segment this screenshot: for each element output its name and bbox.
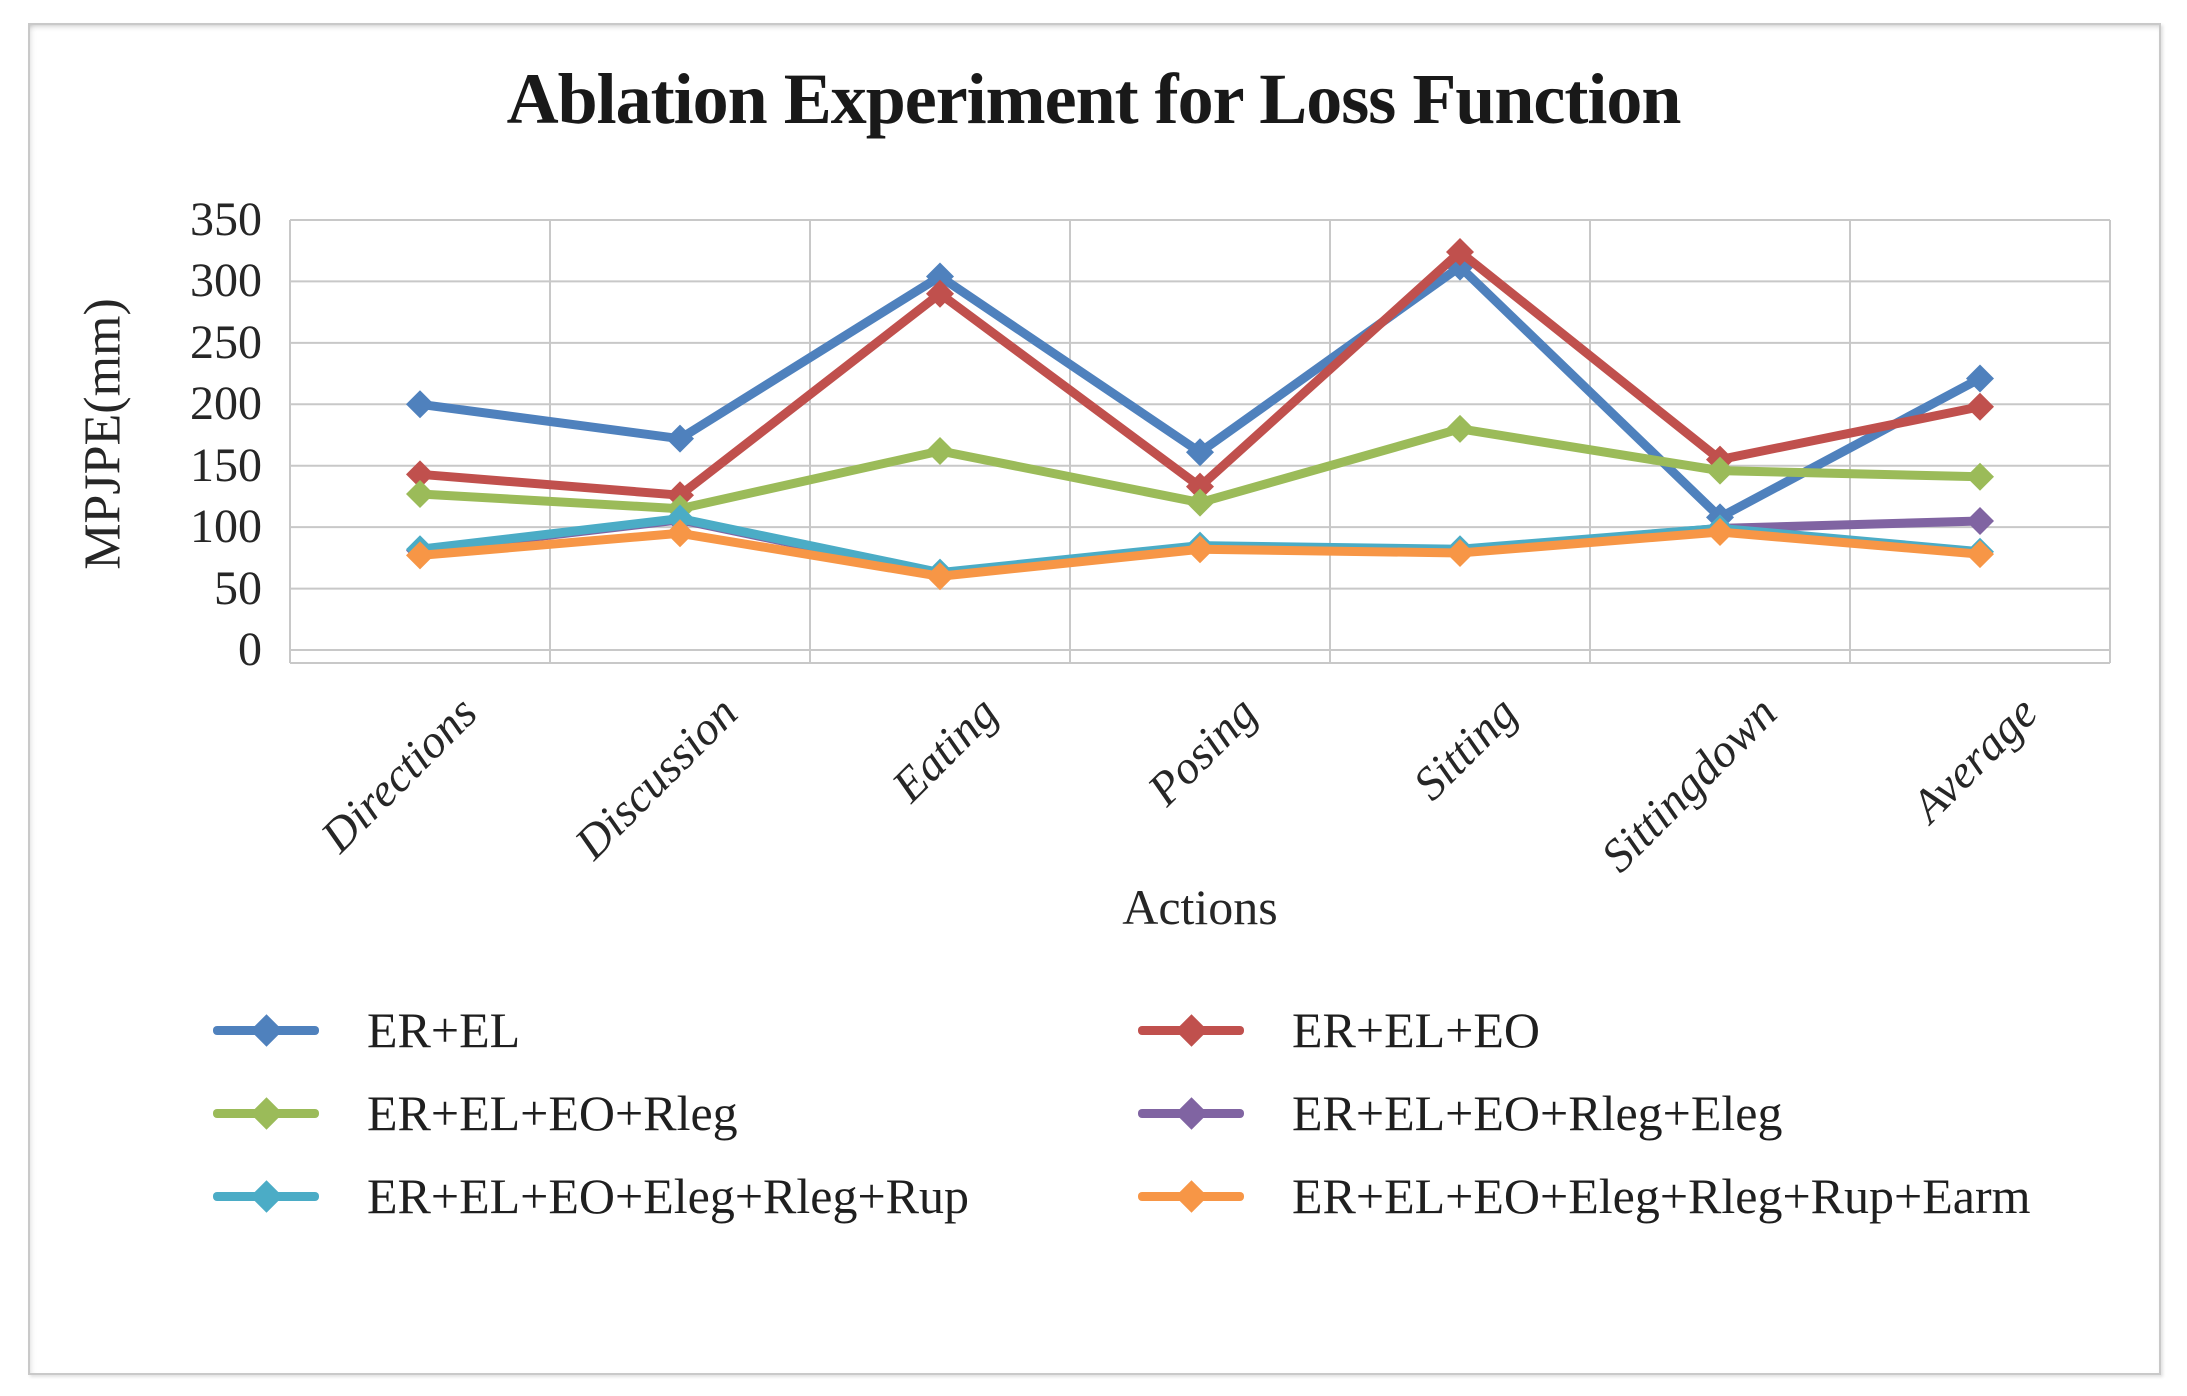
marker-er-el <box>1186 438 1214 467</box>
legend-line-diamond-icon <box>213 999 319 1061</box>
legend-line-diamond-icon <box>1138 1082 1244 1144</box>
marker-er-el-eo-eleg-rleg-rup-earm <box>1706 518 1734 547</box>
marker-er-el-eo-eleg-rleg-rup-earm <box>926 562 954 591</box>
legend-label: ER+EL+EO+Rleg <box>367 1085 738 1141</box>
legend-line-diamond-icon <box>213 1082 319 1144</box>
legend-line-diamond-icon <box>213 1165 319 1227</box>
y-tick-label: 300 <box>190 254 262 308</box>
marker-er-el-eo-eleg-rleg-rup <box>666 504 694 533</box>
marker-er-el-eo-rleg <box>1186 488 1214 517</box>
marker-er-el-eo-eleg-rleg-rup-earm <box>406 541 434 570</box>
marker-er-el-eo-rleg-eleg <box>1966 507 1994 535</box>
marker-er-el-eo-rleg <box>926 436 954 465</box>
marker-er-el-eo <box>1446 237 1474 266</box>
marker-er-el-eo-rleg <box>1966 462 1994 491</box>
legend-line-diamond-icon <box>1138 999 1244 1061</box>
y-tick-label: 200 <box>190 377 262 431</box>
y-tick-label: 0 <box>238 623 262 676</box>
marker-er-el <box>1446 252 1474 281</box>
y-tick-label: 250 <box>190 315 262 369</box>
y-tick-label: 100 <box>190 500 262 554</box>
x-axis-title: Actions <box>1122 879 1278 935</box>
marker-er-el-eo-eleg-rleg-rup-earm <box>1186 535 1214 564</box>
marker-er-el-eo-eleg-rleg-rup-earm <box>1446 538 1474 567</box>
legend-item: ER+EL+EO+Rleg <box>213 1082 738 1144</box>
legend-item: ER+EL+EO+Rleg+Eleg <box>1138 1082 1782 1144</box>
marker-er-el-eo <box>926 279 954 308</box>
marker-er-el <box>1966 364 1994 393</box>
legend-label: ER+EL+EO <box>1292 1002 1541 1058</box>
legend-label: ER+EL+EO+Eleg+Rleg+Rup <box>367 1168 970 1224</box>
marker-er-el <box>406 390 434 419</box>
marker-er-el-eo <box>406 460 434 489</box>
marker-er-el-eo-eleg-rleg-rup-earm <box>1966 540 1994 569</box>
marker-er-el-eo-eleg-rleg-rup-earm <box>666 519 694 548</box>
marker-er-el-eo <box>1966 392 1994 421</box>
y-tick-label: 150 <box>190 438 262 492</box>
chart-title: Ablation Experiment for Loss Function <box>506 59 1682 139</box>
y-tick-label: 350 <box>190 193 262 246</box>
legend-label: ER+EL+EO+Rleg+Eleg <box>1292 1085 1783 1141</box>
legend-item: ER+EL <box>213 999 520 1061</box>
y-tick-label: 50 <box>214 561 262 615</box>
legend-label: ER+EL <box>367 1002 521 1058</box>
marker-er-el <box>666 424 694 453</box>
marker-er-el <box>926 262 954 291</box>
marker-er-el-eo-rleg <box>1706 456 1734 485</box>
marker-er-el-eo <box>1186 472 1214 501</box>
legend-item: ER+EL+EO <box>1138 999 1540 1061</box>
legend-line-diamond-icon <box>1138 1165 1244 1227</box>
marker-er-el-eo-rleg <box>1446 414 1474 443</box>
marker-er-el-eo-rleg <box>406 479 434 508</box>
legend-label: ER+EL+EO+Eleg+Rleg+Rup+Earm <box>1292 1168 2031 1224</box>
legend-item: ER+EL+EO+Eleg+Rleg+Rup+Earm <box>1138 1165 2031 1227</box>
figure-frame <box>28 23 2161 1375</box>
legend-item: ER+EL+EO+Eleg+Rleg+Rup <box>213 1165 969 1227</box>
